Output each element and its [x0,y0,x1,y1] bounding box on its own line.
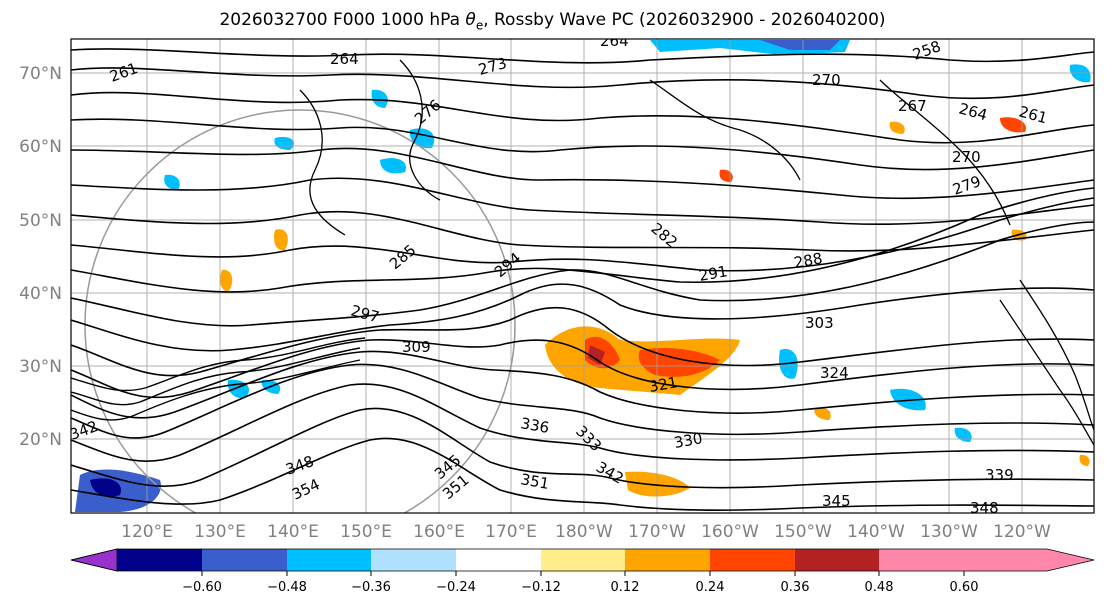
map-plot-area: 264 276 273 258 270 267 264 261 270 279 … [71,32,1094,517]
colorbar-segment [541,549,625,571]
colorbar-ticks [201,571,965,576]
colorbar-segment [202,549,287,571]
latitude-labels: 70°N 60°N 50°N 40°N 30°N 20°N [19,64,62,450]
title-symbol: θ [465,10,476,30]
lon-label: 160°W [701,522,759,542]
colorbar-max-extension [964,549,1094,571]
map-title: 2026032700 F000 1000 hPa θe, Rossby Wave… [0,10,1105,32]
contour-label: 309 [402,338,431,356]
contour-label: 270 [812,71,841,89]
colorbar-tick-label: 0.60 [950,580,979,595]
colorbar-tick-label: −0.36 [351,580,391,595]
map-frame [70,38,1095,514]
lon-label: 130°E [194,522,246,542]
colorbar-tick-label: 0.36 [781,580,810,595]
colorbar-tick-label: 0.12 [611,580,640,595]
lon-label: 120°W [993,522,1051,542]
anomaly-shading [75,40,1091,512]
colorbar-segment [795,549,879,571]
lat-label: 40°N [19,284,62,304]
colorbar-segment [371,549,456,571]
lon-label: 170°W [628,522,686,542]
contour-label: 291 [698,262,729,285]
theta-e-contours [71,48,1094,511]
title-suffix: , Rossby Wave PC (2026032900 - 202604020… [483,10,886,30]
graticule [71,39,1094,513]
lat-label: 30°N [19,357,62,377]
contour-label: 264 [600,32,629,50]
contour-label: 288 [793,249,824,272]
colorbar: −0.60 −0.48 −0.36 −0.24 −0.12 0.12 0.24 … [70,548,1095,595]
contour-label: 345 [822,492,851,510]
colorbar-tick-label: −0.12 [521,580,561,595]
contour-label: 321 [648,373,679,396]
colorbar-tick-label: 0.48 [865,580,894,595]
lat-label: 60°N [19,137,62,157]
colorbar-segment [710,549,795,571]
colorbar-segment [625,549,710,571]
colorbar-segment [879,549,964,571]
colorbar-min-extension [70,548,118,572]
contour-label: 270 [952,148,981,166]
colorbar-segment [117,549,202,571]
lon-label: 150°E [340,522,392,542]
lon-label: 120°E [121,522,173,542]
lon-label: 140°E [267,522,319,542]
contour-label: 339 [985,466,1014,484]
title-prefix: 2026032700 F000 1000 hPa [219,10,466,30]
colorbar-tick-label: −0.24 [436,580,476,595]
contour-label: 303 [805,314,834,332]
lat-label: 70°N [19,64,62,84]
lon-label: 150°W [774,522,832,542]
title-subscript: e [475,18,484,33]
contour-label: 348 [970,499,999,517]
lon-label: 160°E [413,522,465,542]
colorbar-tick-label: 0.24 [696,580,725,595]
colorbar-tick-label: −0.48 [267,580,307,595]
colorbar-tick-label: −0.60 [182,580,222,595]
lon-label: 130°W [920,522,978,542]
contour-label: 324 [820,364,849,382]
colorbar-segment [456,549,541,571]
lat-label: 50°N [19,211,62,231]
lon-label: 140°W [847,522,905,542]
contour-label: 267 [898,97,927,115]
lat-label: 20°N [19,430,62,450]
colorbar-tick-labels: −0.60 −0.48 −0.36 −0.24 −0.12 0.12 0.24 … [182,580,978,595]
longitude-labels: 120°E 130°E 140°E 150°E 160°E 170°E 180°… [121,522,1051,542]
colorbar-outline [70,548,1095,572]
colorbar-segment [287,549,371,571]
lon-label: 180°W [555,522,613,542]
contour-label: 336 [519,414,550,437]
contour-label: 330 [673,429,704,452]
contour-label: 264 [330,50,359,68]
contour-label: 351 [519,470,550,493]
lon-label: 170°E [485,522,537,542]
